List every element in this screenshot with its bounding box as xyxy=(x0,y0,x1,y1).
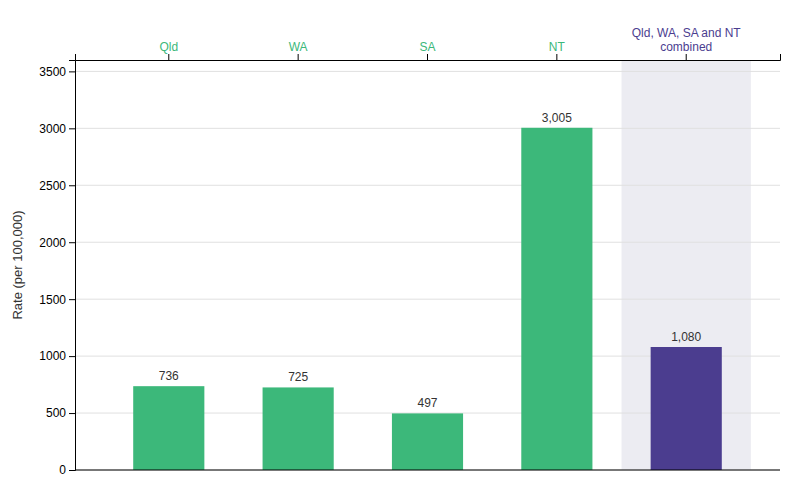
tick: Qld xyxy=(159,40,178,60)
tick: 1500 xyxy=(39,293,75,307)
tick-label: 3000 xyxy=(39,122,66,136)
tick: NT xyxy=(549,40,566,60)
data-label: 1,080 xyxy=(671,330,701,344)
plot: 736 725 497 3,005 1,080 0 500 1000 1500 2000 2500 3… xyxy=(39,26,780,477)
tick: SA xyxy=(419,40,435,60)
grid-line xyxy=(75,128,780,129)
tick-label: 1500 xyxy=(39,293,66,307)
grid-line xyxy=(75,470,780,471)
tick: 2500 xyxy=(39,179,75,193)
tick: 2000 xyxy=(39,236,75,250)
tick-label: 1000 xyxy=(39,349,66,363)
tick: 500 xyxy=(46,406,75,420)
grid-line xyxy=(75,185,780,186)
tick-mark xyxy=(686,54,687,60)
tick-mark xyxy=(69,128,75,129)
category-label: WA xyxy=(289,40,308,54)
tick-mark xyxy=(298,54,299,60)
tick-mark xyxy=(69,71,75,72)
tick-mark xyxy=(69,413,75,414)
grid-line xyxy=(75,299,780,300)
tick-label: 2000 xyxy=(39,236,66,250)
data-label: 725 xyxy=(288,370,308,384)
tick-label: 500 xyxy=(46,406,66,420)
grid-line xyxy=(75,71,780,72)
category-label: Qld, WA, SA and NTcombined xyxy=(632,26,742,54)
tick-label: 3500 xyxy=(39,65,66,79)
highlight-band xyxy=(622,60,751,470)
y-axis: 0 500 1000 1500 2000 2500 3000 3500 xyxy=(39,61,75,478)
category-label: SA xyxy=(419,40,435,54)
bar xyxy=(651,347,722,470)
bars xyxy=(133,128,722,470)
axis-line xyxy=(76,54,781,61)
category-label: NT xyxy=(549,40,566,54)
data-label: 3,005 xyxy=(542,111,572,125)
bar xyxy=(392,413,463,470)
tick: WA xyxy=(289,40,308,60)
tick-mark xyxy=(69,299,75,300)
tick-mark xyxy=(556,54,557,60)
tick-mark xyxy=(69,356,75,357)
tick-mark xyxy=(427,54,428,60)
grid xyxy=(75,71,780,470)
data-label: 736 xyxy=(159,369,179,383)
tick: 3000 xyxy=(39,122,75,136)
chart: 736 725 497 3,005 1,080 0 500 1000 1500 2000 2500 3… xyxy=(0,0,800,500)
tick-mark xyxy=(69,242,75,243)
tick: 3500 xyxy=(39,65,75,79)
x-axis-line xyxy=(75,470,780,471)
tick: 0 xyxy=(59,463,75,477)
tick-mark xyxy=(69,470,75,471)
tick-label: 2500 xyxy=(39,179,66,193)
tick: 1000 xyxy=(39,349,75,363)
axis-line xyxy=(69,61,76,471)
y-axis-title: Rate (per 100,000) xyxy=(10,210,25,319)
bar xyxy=(263,387,334,470)
data-labels: 736 725 497 3,005 1,080 xyxy=(159,111,702,411)
x-axis: Qld WA SA NT Qld, WA, SA and NTcombined xyxy=(76,26,781,60)
tick: Qld, WA, SA and NTcombined xyxy=(632,26,742,60)
grid-line xyxy=(75,242,780,243)
data-label: 497 xyxy=(417,396,437,410)
tick-mark xyxy=(168,54,169,60)
category-label: Qld xyxy=(159,40,178,54)
tick-mark xyxy=(69,185,75,186)
bar xyxy=(521,128,592,470)
tick-label: 0 xyxy=(59,463,66,477)
bar xyxy=(133,386,204,470)
